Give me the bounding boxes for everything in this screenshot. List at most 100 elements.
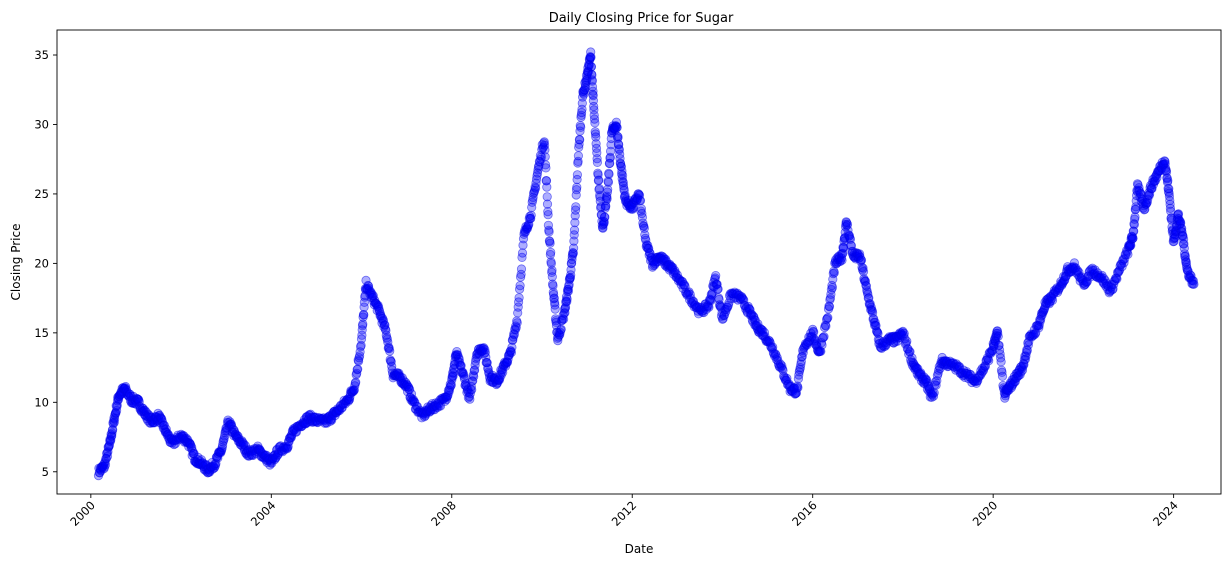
data-point (575, 135, 585, 145)
data-point (636, 204, 647, 214)
x-tick-label: 2008 (428, 498, 459, 529)
data-point (604, 169, 614, 179)
data-point (553, 335, 563, 346)
data-point (640, 230, 650, 240)
data-point (602, 187, 613, 197)
data-point (566, 265, 576, 275)
data-point (562, 296, 572, 307)
data-point (571, 202, 581, 212)
y-tick-label: 15 (34, 326, 49, 340)
data-point (546, 247, 556, 257)
data-point (591, 139, 601, 149)
data-point (613, 132, 623, 142)
x-tick-label: 2000 (67, 498, 98, 529)
data-point (612, 122, 622, 133)
data-point (827, 282, 838, 293)
y-tick-label: 5 (42, 465, 49, 479)
data-point (184, 438, 194, 448)
data-point (599, 217, 609, 227)
data-point (512, 318, 522, 328)
data-point (540, 160, 551, 170)
data-point (592, 154, 602, 164)
data-point (569, 230, 579, 240)
data-point (591, 132, 601, 142)
data-point (618, 181, 629, 191)
data-point (586, 52, 596, 62)
data-point (556, 325, 566, 335)
data-point (997, 371, 1008, 381)
data-point (514, 284, 525, 294)
data-point (568, 248, 578, 258)
data-point (480, 345, 490, 355)
y-tick-label: 10 (34, 395, 49, 409)
data-point (381, 325, 391, 335)
data-point (562, 294, 572, 304)
data-point (570, 205, 581, 215)
data-point (515, 280, 525, 291)
data-point (572, 182, 582, 192)
data-point (527, 202, 537, 212)
data-point (543, 210, 553, 220)
data-point (543, 220, 554, 230)
data-point (590, 118, 600, 128)
data-point (541, 163, 551, 173)
data-point (542, 182, 552, 192)
data-point (1163, 176, 1173, 186)
data-point (358, 319, 368, 329)
data-point (566, 270, 576, 280)
data-point (929, 388, 939, 398)
data-point (542, 199, 553, 209)
data-point (546, 258, 556, 269)
data-point (530, 183, 541, 193)
data-point (572, 170, 583, 180)
data-point (385, 346, 395, 356)
data-point (565, 272, 576, 283)
data-point (353, 364, 363, 374)
data-point (605, 146, 616, 156)
data-point (571, 190, 581, 200)
data-point (829, 268, 839, 278)
data-point (586, 62, 597, 72)
data-point (576, 122, 586, 132)
data-point (616, 169, 627, 179)
data-point (540, 145, 550, 155)
data-point (996, 357, 1006, 367)
data-point (540, 152, 550, 162)
y-axis-label: Closing Price (9, 224, 23, 301)
data-point (351, 377, 361, 387)
data-point (563, 286, 574, 296)
data-point (590, 129, 601, 139)
data-point (556, 324, 566, 334)
data-point (514, 293, 524, 303)
data-point (594, 175, 604, 185)
data-point (547, 265, 557, 275)
data-point (793, 382, 803, 393)
data-point (823, 312, 833, 323)
data-point (467, 385, 477, 395)
data-point (507, 342, 517, 352)
data-point (576, 107, 587, 118)
y-tick-label: 35 (34, 48, 49, 62)
data-point (580, 80, 591, 90)
data-point (566, 258, 577, 268)
data-point (569, 225, 580, 235)
data-point (544, 227, 554, 237)
x-tick-label: 2004 (248, 498, 279, 529)
data-point (550, 304, 560, 314)
data-point (635, 196, 646, 206)
data-point (571, 185, 582, 195)
data-points (93, 47, 1199, 481)
data-point (359, 297, 369, 307)
data-point (517, 248, 528, 258)
data-point (526, 210, 536, 220)
data-point (469, 365, 480, 375)
data-point (600, 212, 610, 222)
data-point (359, 302, 369, 312)
chart-title: Daily Closing Price for Sugar (549, 11, 734, 26)
data-point (102, 451, 113, 461)
data-point (617, 170, 628, 180)
data-point (357, 330, 367, 340)
x-tick-label: 2024 (1150, 498, 1181, 529)
data-point (542, 192, 552, 202)
